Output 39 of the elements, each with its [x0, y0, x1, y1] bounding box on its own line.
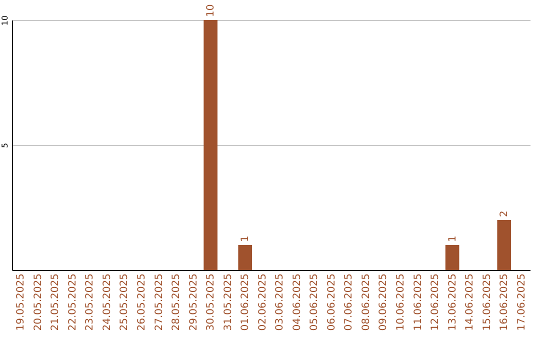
x-tick-label: 13.06.2025 [447, 274, 458, 331]
x-tick-label: 17.06.2025 [516, 274, 528, 331]
x-tick-label: 24.05.2025 [102, 274, 113, 331]
x-tick-label: 16.06.2025 [499, 274, 510, 331]
x-tick-label: 12.06.2025 [430, 274, 442, 331]
x-tick-label: 29.05.2025 [188, 274, 200, 331]
x-tick-label: 06.06.2025 [326, 274, 338, 331]
x-tick-label: 20.05.2025 [32, 274, 44, 331]
bar [497, 220, 512, 270]
x-tick-label: 22.05.2025 [67, 274, 78, 331]
x-tick-label: 07.06.2025 [344, 274, 355, 331]
data-label: 1 [447, 236, 458, 242]
x-tick-label: 08.06.2025 [360, 274, 372, 331]
x-tick-label: 25.05.2025 [119, 274, 130, 331]
x-tick-label: 01.06.2025 [240, 274, 252, 331]
data-label: 1 [240, 236, 252, 242]
x-tick-label: 09.06.2025 [378, 274, 390, 331]
x-tick-label: 15.06.2025 [482, 274, 493, 331]
y-tick-label: 5 [0, 142, 10, 148]
x-tick-label: 19.05.2025 [16, 274, 27, 331]
x-tick-label: 14.06.2025 [464, 274, 476, 331]
x-tick-label: 04.06.2025 [292, 274, 303, 331]
x-tick-label: 31.05.2025 [222, 274, 234, 331]
bar [445, 245, 460, 270]
x-tick-label: 02.06.2025 [257, 274, 268, 331]
data-label: 10 [206, 4, 217, 17]
x-tick-label: 26.05.2025 [136, 274, 148, 331]
x-tick-label: 03.06.2025 [274, 274, 286, 331]
x-tick-label: 21.05.2025 [50, 274, 62, 331]
x-tick-label: 30.05.2025 [206, 274, 217, 331]
x-tick-label: 27.05.2025 [154, 274, 165, 331]
x-tick-label: 11.06.2025 [412, 274, 424, 331]
x-tick-label: 28.05.2025 [171, 274, 182, 331]
x-tick-label: 05.06.2025 [309, 274, 320, 331]
x-tick-label: 10.06.2025 [396, 274, 406, 331]
bar [204, 20, 218, 270]
bar [238, 245, 252, 270]
x-tick-label: 23.05.2025 [84, 274, 96, 331]
data-label: 2 [499, 210, 510, 217]
